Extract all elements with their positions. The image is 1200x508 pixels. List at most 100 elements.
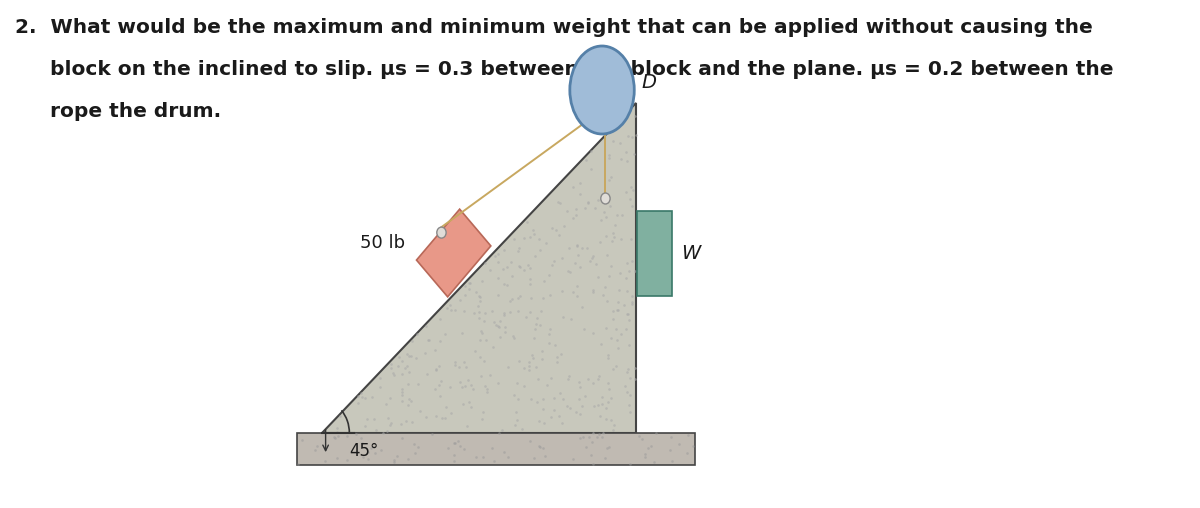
Point	[496, 323, 515, 331]
Point	[576, 392, 595, 400]
Point	[494, 309, 514, 317]
Point	[326, 434, 346, 442]
Point	[500, 297, 520, 305]
Point	[392, 397, 412, 405]
Point	[583, 379, 602, 388]
Point	[570, 410, 589, 418]
Point	[512, 425, 532, 433]
Point	[553, 395, 572, 403]
Point	[450, 378, 469, 387]
Point	[521, 395, 540, 403]
Point	[618, 368, 637, 376]
Point	[458, 375, 478, 384]
Point	[599, 176, 618, 184]
Point	[473, 277, 492, 285]
Point	[533, 347, 552, 355]
Point	[586, 204, 605, 212]
Point	[583, 288, 602, 296]
Point	[352, 434, 371, 442]
Point	[520, 366, 539, 374]
Point	[330, 412, 349, 420]
Point	[438, 304, 457, 312]
Point	[642, 442, 661, 450]
Point	[445, 439, 464, 448]
Point	[566, 205, 586, 213]
Point	[337, 432, 356, 440]
Point	[588, 272, 607, 280]
Point	[612, 154, 631, 163]
Circle shape	[437, 227, 446, 238]
Point	[450, 441, 469, 450]
Point	[520, 233, 539, 241]
Point	[378, 414, 397, 422]
Point	[455, 382, 474, 390]
Point	[450, 296, 469, 304]
Point	[582, 451, 601, 459]
Point	[289, 460, 308, 468]
Point	[347, 430, 366, 438]
Point	[380, 421, 400, 429]
Point	[559, 372, 578, 380]
Point	[570, 434, 589, 442]
Point	[503, 272, 522, 280]
Point	[472, 372, 491, 380]
Point	[455, 282, 474, 291]
Point	[474, 453, 493, 461]
Point	[620, 374, 640, 382]
Point	[473, 415, 492, 423]
Point	[415, 348, 434, 357]
Point	[523, 352, 542, 360]
Point	[518, 261, 538, 269]
Point	[596, 232, 616, 240]
Point	[445, 358, 464, 366]
Point	[593, 399, 612, 407]
Point	[562, 315, 581, 323]
Point	[488, 258, 508, 266]
Point	[575, 325, 594, 333]
Point	[595, 454, 614, 462]
Point	[509, 307, 528, 315]
Point	[623, 202, 642, 210]
Point	[589, 429, 608, 437]
Point	[515, 382, 534, 390]
Point	[445, 361, 464, 369]
Point	[472, 327, 491, 335]
Point	[466, 346, 485, 355]
Point	[355, 422, 374, 430]
Point	[593, 292, 612, 300]
Point	[679, 430, 698, 438]
Point	[564, 455, 583, 463]
Point	[359, 455, 378, 463]
Point	[598, 297, 617, 305]
Point	[533, 443, 552, 452]
Point	[551, 389, 570, 397]
Point	[526, 325, 545, 333]
Point	[395, 364, 414, 372]
Point	[362, 393, 382, 401]
Point	[292, 435, 311, 443]
Point	[328, 427, 347, 435]
Point	[476, 336, 496, 344]
Point	[571, 383, 590, 391]
Point	[600, 202, 619, 210]
Point	[404, 440, 424, 448]
Text: W: W	[680, 243, 700, 263]
Point	[566, 292, 586, 300]
Point	[564, 289, 583, 297]
Point	[636, 453, 655, 461]
Point	[521, 275, 540, 283]
Point	[463, 385, 482, 393]
Point	[590, 412, 610, 420]
Point	[625, 375, 644, 383]
Point	[538, 381, 557, 389]
Point	[385, 456, 404, 464]
Point	[497, 263, 516, 271]
Point	[355, 394, 374, 402]
Point	[488, 322, 508, 330]
Point	[348, 399, 367, 407]
Point	[406, 449, 425, 457]
Point	[618, 365, 637, 373]
Point	[547, 353, 566, 361]
Point	[602, 237, 622, 245]
Point	[397, 350, 416, 358]
